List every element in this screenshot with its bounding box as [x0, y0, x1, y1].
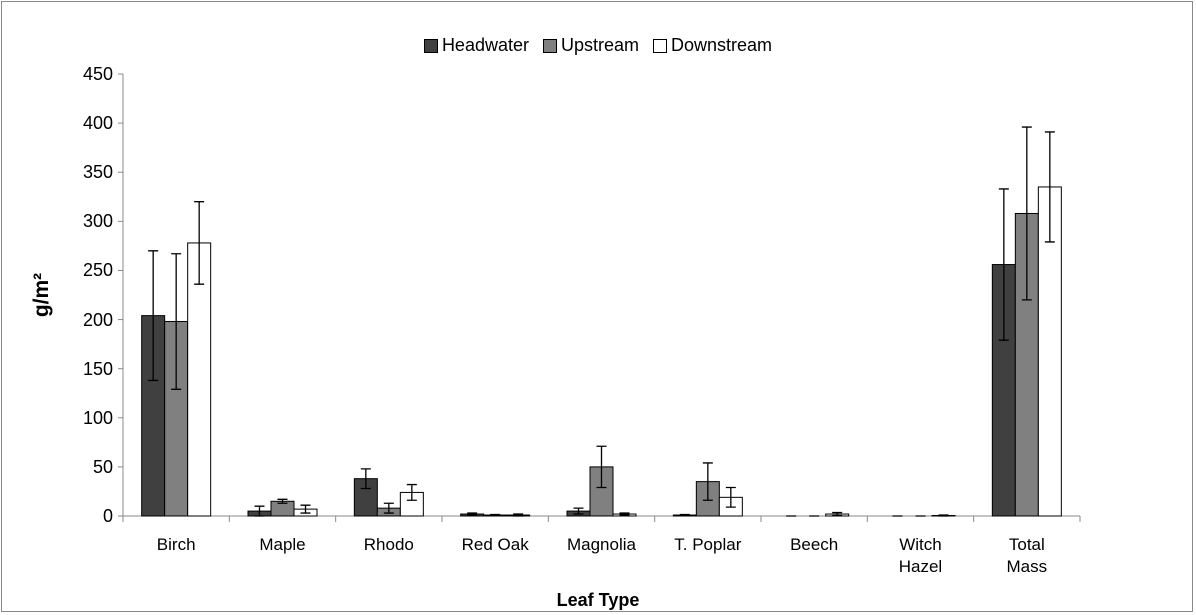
error-bar [490, 513, 501, 517]
y-tick-label: 300 [82, 211, 113, 232]
error-bar [194, 201, 205, 285]
error-bar [1044, 131, 1055, 243]
legend-swatch [542, 38, 557, 53]
legend-item: Upstream [542, 35, 640, 56]
error-bar [148, 250, 159, 382]
y-tick-label: 450 [82, 64, 113, 84]
error-bar [702, 462, 713, 501]
error-bar [619, 512, 630, 516]
x-tick-label: Maple [259, 535, 306, 554]
error-bar [254, 505, 265, 517]
y-tick-label: 250 [82, 260, 113, 281]
error-bar [998, 188, 1009, 341]
error-bar [832, 511, 843, 517]
legend: Headwater Upstream Downstream [0, 35, 1196, 56]
y-tick-label: 0 [102, 506, 113, 526]
legend-item: Downstream [653, 35, 772, 56]
x-tick-label: T. Poplar [674, 535, 742, 554]
x-tick-label: Beech [790, 535, 839, 554]
x-tick-label: Rhodo [363, 535, 414, 554]
error-bar [467, 512, 478, 516]
y-tick-label: 50 [92, 456, 113, 477]
x-tick-label: Witch Hazel [898, 535, 943, 576]
legend-label: Headwater [441, 35, 529, 55]
legend-item: Headwater [423, 35, 529, 56]
y-tick-label: 100 [82, 407, 113, 428]
y-tick-label: 150 [82, 358, 113, 379]
legend-swatch [653, 38, 668, 53]
x-tick-label: Total Mass [1006, 535, 1048, 576]
y-tick-label: 400 [82, 113, 113, 134]
error-bar [679, 513, 690, 517]
legend-swatch [423, 38, 438, 53]
y-tick-label: 350 [82, 162, 113, 183]
error-bar [938, 514, 949, 517]
error-bar [171, 253, 182, 390]
y-tick-label: 200 [82, 309, 113, 330]
error-bar [513, 513, 524, 517]
error-bar [300, 504, 311, 514]
error-bar [383, 502, 394, 514]
legend-label: Upstream [560, 35, 640, 55]
error-bar [277, 498, 288, 504]
x-axis-title: Leaf Type [556, 590, 640, 610]
error-bar [725, 486, 736, 508]
y-axis-title: g/m² [30, 272, 53, 318]
error-bar [360, 468, 371, 490]
x-tick-label: Magnolia [566, 535, 636, 554]
x-tick-label: Birch [156, 535, 196, 554]
x-tick-label: Red Oak [461, 535, 529, 554]
error-bar [1021, 126, 1032, 301]
error-bar [573, 507, 584, 515]
error-bar [406, 483, 417, 501]
legend-label: Downstream [671, 35, 773, 55]
error-bar [596, 445, 607, 489]
